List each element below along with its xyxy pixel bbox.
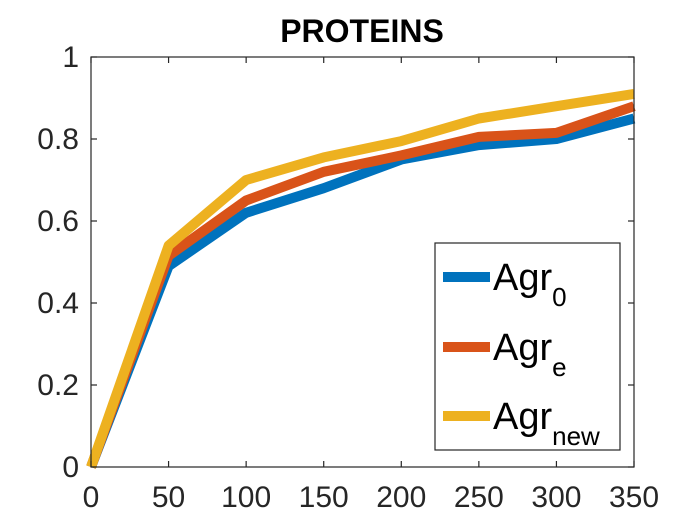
x-tick-label: 50 [152,481,185,514]
x-tick-label: 350 [609,481,659,514]
legend-label-subscript: e [552,352,566,382]
y-tick-label: 0.8 [37,123,79,156]
lines-layer [86,88,636,469]
legend-label-base: Agr [493,396,552,438]
y-tick-label: 0.4 [37,287,79,320]
series-line-agr-0 [86,113,636,469]
legend-label-new: Agrnew [493,396,600,451]
x-tick-label: 100 [221,481,271,514]
axes-box [90,56,635,468]
legend-label-e: Agre [493,327,567,382]
x-tick-label: 200 [376,481,426,514]
legend-label-subscript: 0 [552,282,566,312]
y-tick-label: 0 [62,451,79,484]
x-tick-label: 250 [454,481,504,514]
legend-label-base: Agr [493,327,552,369]
x-tick-label: 0 [83,481,100,514]
legend-label-subscript: new [552,421,600,451]
chart-title: PROTEINS [280,13,444,49]
series-line-agr-new [86,88,635,469]
x-tick-label: 150 [299,481,349,514]
axes-layer [90,56,635,468]
y-tick-label: 0.2 [37,369,79,402]
x-tick-label: 300 [531,481,581,514]
y-tick-label: 0.6 [37,205,79,238]
y-tick-label: 1 [62,41,79,74]
series-line-agr-e [86,101,636,469]
legend-label-0: Agr0 [493,257,567,312]
legend-label-base: Agr [493,257,552,299]
ticks-layer: 0 50 100 150 200 250 300 350 0 0.2 0.4 0.6 0.8 1 [37,41,659,514]
